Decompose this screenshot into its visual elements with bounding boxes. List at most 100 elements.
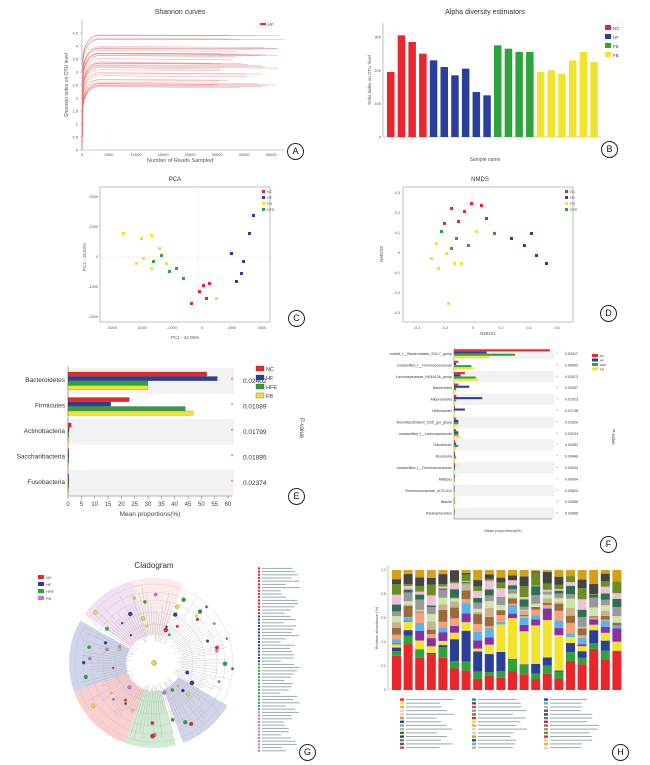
stack-segment [485,676,494,690]
legend-swatch [38,589,44,593]
data-point [523,244,526,247]
legend-swatch [472,724,476,726]
stack-segment [566,652,575,661]
legend-swatch [565,190,568,193]
legend-swatch [605,43,611,48]
legend-text-line [406,743,453,744]
stack-segment [450,599,459,602]
stack-segment [404,604,413,605]
stack-segment [543,595,552,599]
stack-segment [578,644,587,646]
stack-segment [462,584,471,590]
stack-segment [566,608,575,616]
taxon-node [196,618,199,621]
legend-label: NC [600,354,605,358]
data-point [475,230,478,233]
list-swatch [258,593,260,595]
legend-swatch [472,728,476,730]
stack-segment [427,595,436,605]
bar [68,453,69,457]
data-point [150,234,153,237]
legend-text-line [406,706,442,707]
taxon-label: Alloprevotella [430,398,452,402]
x-axis-label: PC1 - 44.05% [171,335,199,340]
chart-title: Shannon curves [155,9,206,16]
stack-segment [543,620,552,657]
bar [430,60,438,137]
tick-label: 20000 [184,152,196,157]
list-text-line [262,626,296,627]
p-value: 0.02234 [565,432,578,436]
bar [454,386,469,388]
taxon-node [154,593,157,596]
bar [454,456,456,458]
legend-swatch [472,706,476,708]
taxon-label: Helicobacter [432,409,453,413]
tick-label: 0 [66,502,70,508]
legend-swatch [472,713,476,715]
stack-segment [508,671,517,690]
rarefaction-curve [82,85,214,150]
data-point [198,290,201,293]
stack-segment [415,570,424,577]
bar [548,70,556,137]
legend-swatch [400,710,404,712]
bar [408,42,416,137]
stack-segment [520,607,529,610]
list-swatch [258,734,260,736]
stack-segment [404,574,413,584]
legend-swatch [400,706,404,708]
stack-segment [589,616,598,617]
stack-segment [485,596,494,601]
stack-segment [438,627,447,632]
legend-text-line [478,714,513,715]
legend-text-line [478,732,513,733]
legend-text-line [550,718,592,719]
legend-text-line [406,699,453,700]
taxon-node [105,627,109,631]
list-swatch [258,638,260,640]
stack-segment [427,637,436,638]
stack-segment [543,603,552,605]
row-band [454,485,554,496]
legend-label: FB [570,202,575,206]
taxon-node [105,648,108,651]
list-text-line [262,718,292,719]
p-value: 0.03966 [565,500,578,504]
legend-label: HFE [267,208,275,212]
tick-label: 2 [76,96,79,101]
list-text-line [262,680,284,681]
legend-label: HFE [570,208,578,212]
stack-segment [531,674,540,680]
list-text-line [262,658,294,659]
stack-segment [392,584,401,594]
taxon-label: Bacteroides [433,386,452,390]
tick-label: 0.1 [395,231,400,235]
stack-segment [578,588,587,599]
data-point [457,220,460,223]
stack-segment [415,610,424,612]
legend-text-line [550,706,582,707]
list-swatch [258,750,260,752]
list-swatch [258,599,260,601]
stack-segment [404,644,413,690]
stack-segment [543,592,552,594]
y-axis-label: P-value [611,429,616,445]
bar [68,483,69,487]
taxon-node [118,648,121,651]
list-swatch [258,705,260,707]
stack-segment [415,657,424,690]
tick-label: 0 [398,251,400,255]
stack-segment [496,597,505,605]
list-text-line [262,654,294,655]
chart-title: Alpha diversity estimators [445,9,525,16]
stack-segment [531,615,540,619]
legend-text-line [478,729,527,730]
stack-segment [450,601,459,607]
tick-label: -4000 [137,326,147,330]
legend-swatch [472,717,476,719]
list-swatch [258,715,260,717]
list-swatch [258,663,260,665]
y-axis-label: P-value [298,418,304,439]
